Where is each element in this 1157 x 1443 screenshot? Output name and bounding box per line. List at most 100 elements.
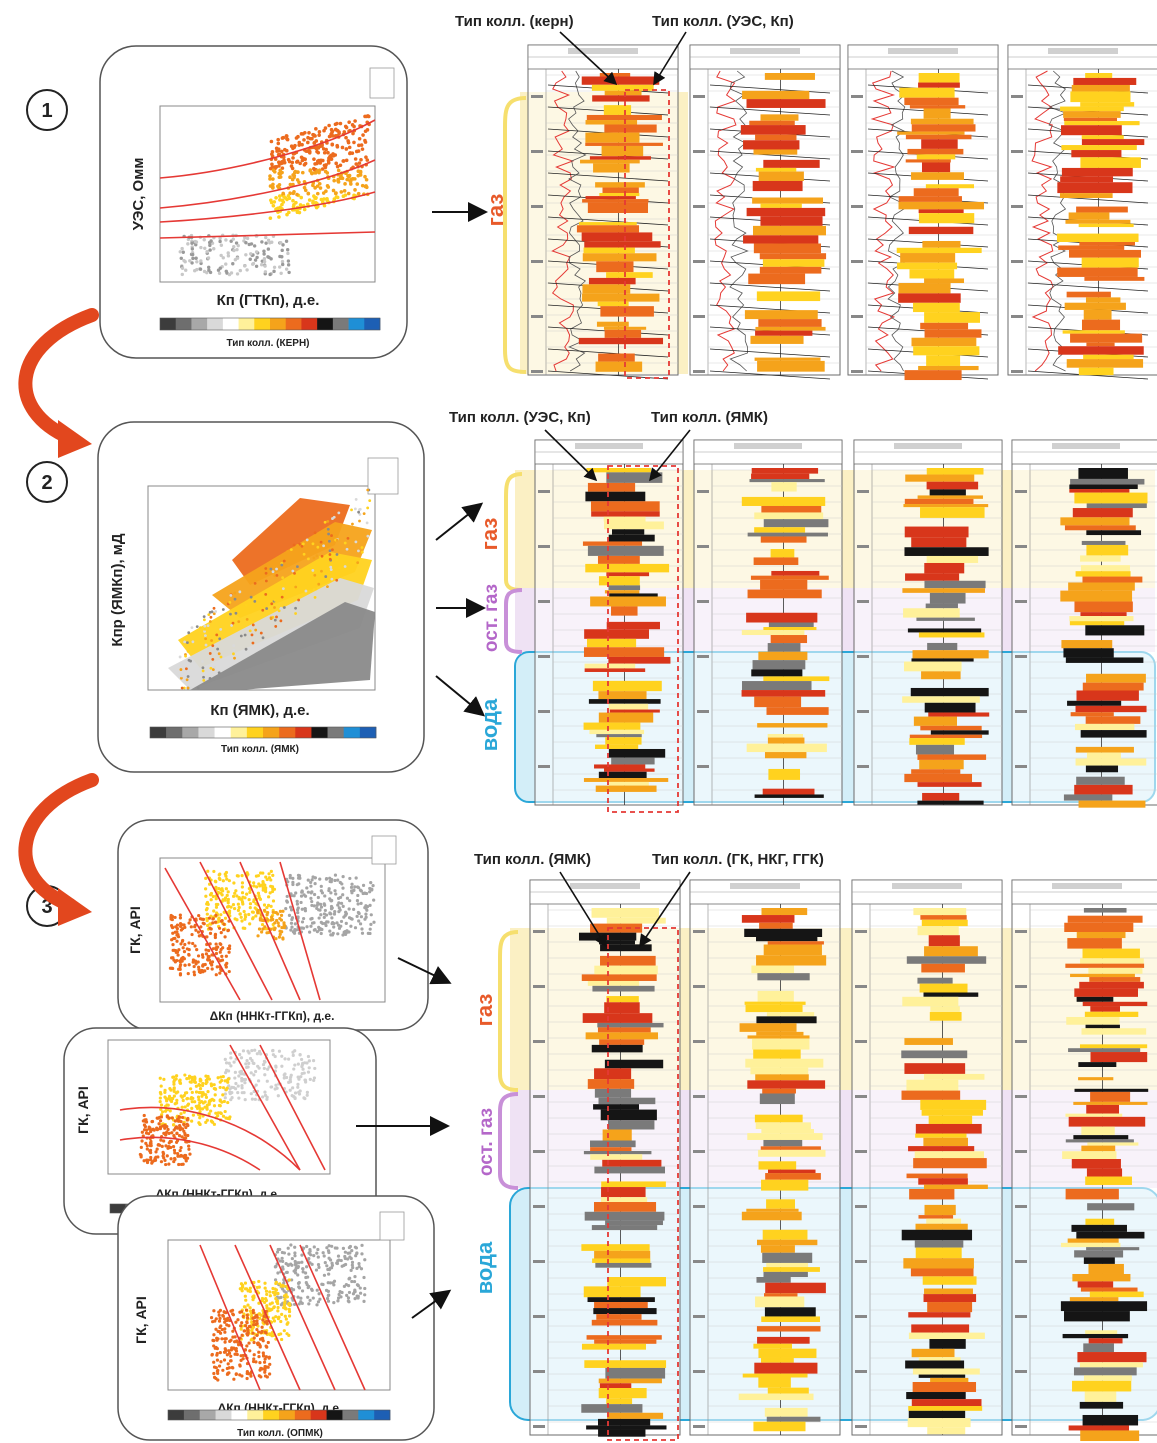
scatter-point <box>273 606 276 609</box>
log-bar <box>585 1032 659 1040</box>
scatter-point <box>331 548 334 552</box>
log-bar <box>587 482 636 492</box>
scatter-point <box>296 1085 300 1089</box>
log-bar <box>924 562 965 574</box>
scatter-point <box>212 247 216 251</box>
log-track <box>851 879 1003 1436</box>
log-bar <box>1060 176 1114 183</box>
scatter-point <box>199 245 203 250</box>
log-bar <box>746 1208 799 1212</box>
correlation-line <box>709 150 831 160</box>
scatter-point <box>291 173 295 177</box>
scatter-point <box>279 241 283 245</box>
depth-tick <box>1011 150 1023 153</box>
scatter-point <box>281 155 286 160</box>
scatter-point <box>249 1309 253 1313</box>
log-bar <box>1083 309 1112 320</box>
scatter-point <box>218 877 222 881</box>
log-bar <box>755 1296 805 1308</box>
log-bar <box>911 658 974 662</box>
scatter-point <box>234 889 238 893</box>
scatter-point <box>197 1098 201 1102</box>
colorbar-swatch <box>359 727 377 738</box>
log-bar <box>594 1088 632 1098</box>
scatter-point <box>204 1095 209 1099</box>
scatter-point <box>333 1246 337 1250</box>
scatter-point <box>338 163 343 168</box>
log-bar <box>1075 705 1147 713</box>
log-bar <box>1080 958 1144 964</box>
log-bar <box>1078 1062 1117 1067</box>
depth-tick <box>1015 985 1027 988</box>
scatter-point <box>328 929 332 933</box>
scatter-point <box>218 1099 222 1103</box>
log-track <box>534 439 684 806</box>
scatter-point <box>247 1051 251 1055</box>
scatter-point <box>267 1307 271 1311</box>
log-bar <box>1069 621 1125 626</box>
scatter-point <box>236 1084 240 1088</box>
scatter-point <box>284 267 289 271</box>
log-bar <box>897 262 958 270</box>
log-bar <box>583 647 665 657</box>
log-bar <box>922 792 960 801</box>
scatter-point <box>283 1072 287 1076</box>
scatter-point <box>324 147 328 152</box>
log-bar <box>753 149 798 155</box>
scatter-point <box>197 1104 201 1108</box>
scatter-point <box>226 1100 230 1105</box>
log-bar <box>608 703 649 710</box>
scatter-point <box>333 910 337 914</box>
scatter-point <box>360 546 364 549</box>
scatter-point <box>353 188 357 192</box>
correlation-line <box>547 348 669 358</box>
scatter-point <box>216 1368 220 1373</box>
scatter-point <box>357 143 361 148</box>
scatter-point <box>180 246 184 251</box>
log-bar <box>917 800 984 805</box>
scatter-point <box>180 266 185 270</box>
log-bar <box>595 1262 652 1268</box>
log-bar <box>757 973 810 981</box>
scatter-point <box>217 873 221 877</box>
scatter-point <box>227 1061 231 1065</box>
scatter-point <box>187 921 191 925</box>
scatter-point <box>299 900 303 905</box>
scatter-point <box>212 1309 216 1313</box>
scatter-point <box>244 603 248 607</box>
log-bar <box>928 712 990 717</box>
scatter-point <box>206 966 210 971</box>
scatter-point <box>242 264 247 268</box>
log-bar <box>1086 673 1146 683</box>
correlation-line <box>709 370 831 380</box>
scatter-point <box>257 1301 261 1305</box>
scatter-point <box>274 1281 278 1286</box>
scatter-point <box>244 1062 248 1066</box>
scatter-point <box>358 519 361 523</box>
log-bar <box>907 628 982 633</box>
scatter-point <box>305 886 309 890</box>
log-bar <box>1073 1101 1148 1105</box>
scatter-point <box>353 1290 357 1294</box>
scatter-point <box>250 910 255 914</box>
scatter-point <box>315 930 319 934</box>
well-log-tracks <box>527 44 1157 1442</box>
scatter-point <box>347 1290 352 1295</box>
log-bar <box>1079 1044 1148 1049</box>
depth-tick <box>857 490 869 493</box>
scatter-point <box>241 1314 245 1319</box>
scatter-point <box>176 1090 180 1094</box>
scatter-point <box>305 1093 309 1097</box>
scatter-point <box>233 891 237 895</box>
scatter-point <box>336 1296 341 1300</box>
correlation-line <box>709 106 831 116</box>
depth-tick <box>693 1205 705 1208</box>
log-bar <box>912 1368 980 1375</box>
scatter-point <box>300 926 304 930</box>
scatter-point <box>279 271 283 276</box>
log-bar <box>585 132 640 143</box>
scatter-point <box>278 929 282 933</box>
scatter-point <box>216 1076 220 1080</box>
scatter-point <box>282 158 286 163</box>
scatter-point <box>319 913 323 917</box>
